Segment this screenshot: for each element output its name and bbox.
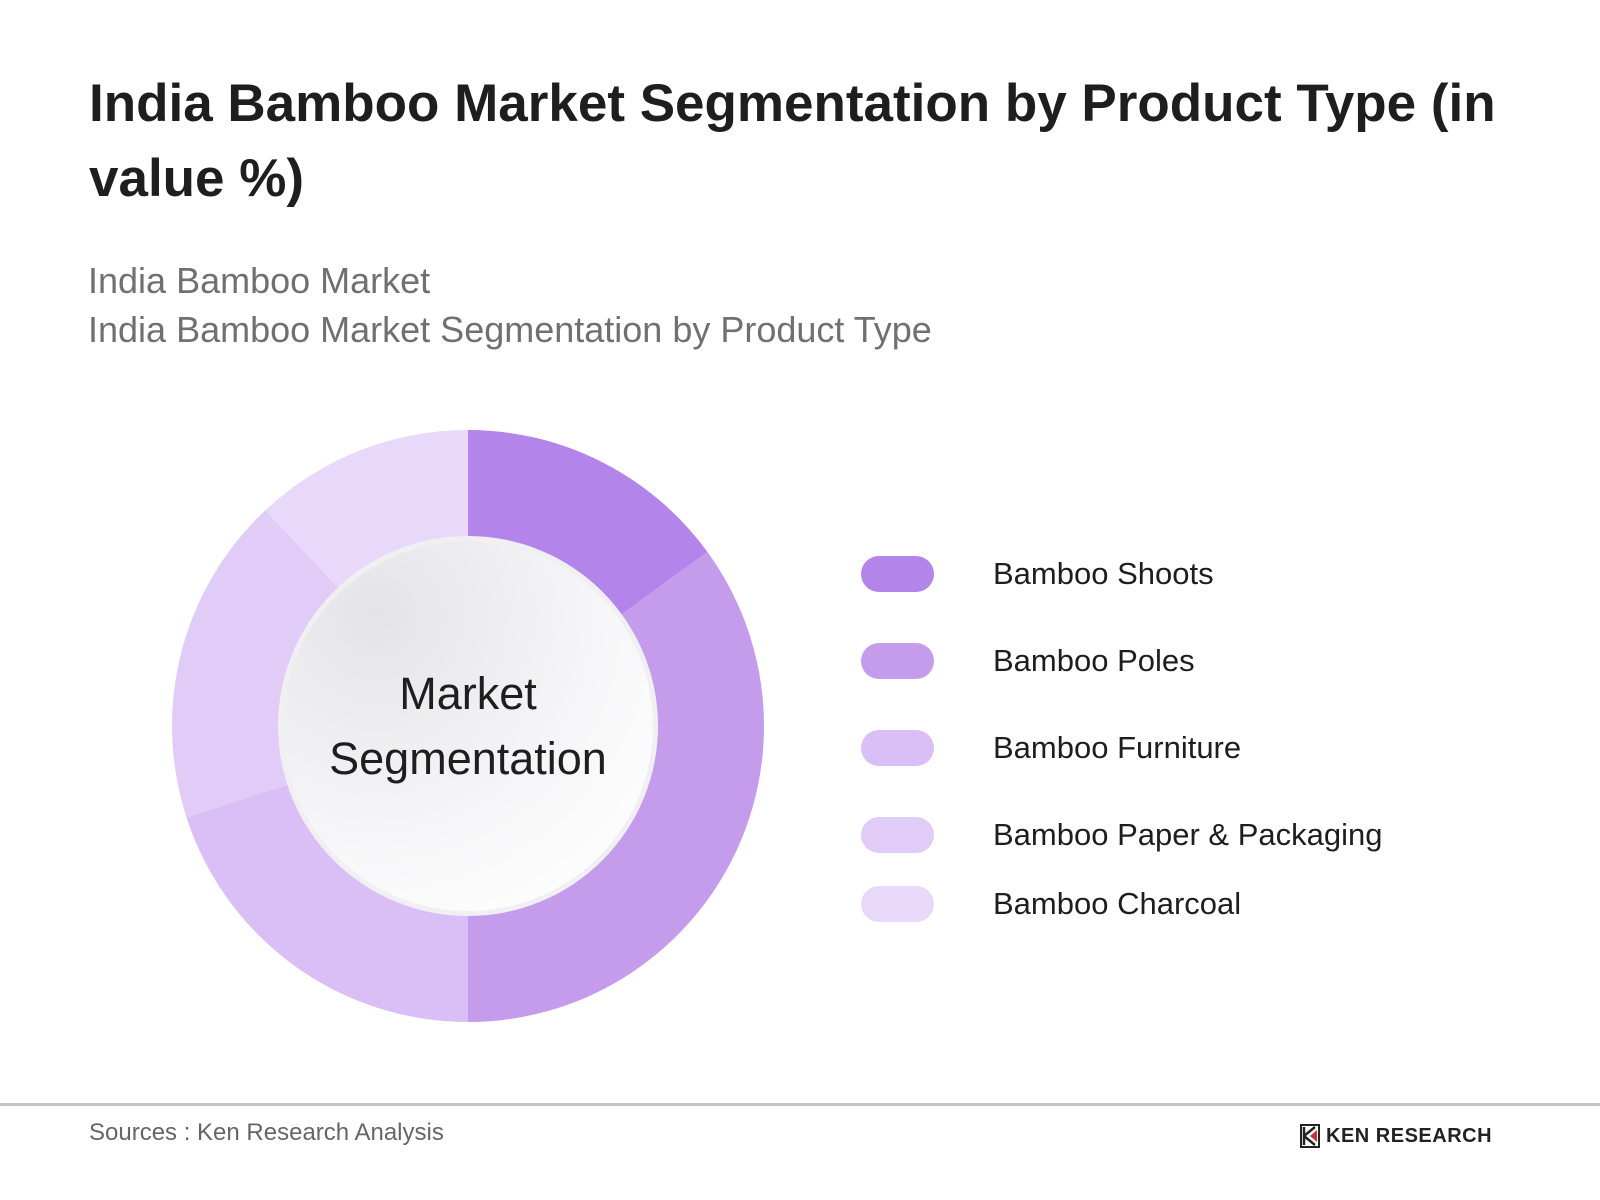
subtitle: India Bamboo Market India Bamboo Market … — [88, 256, 932, 354]
legend-item-bamboo-poles: Bamboo Poles — [861, 643, 1195, 679]
subtitle-line-1: India Bamboo Market — [88, 260, 431, 301]
legend-label: Bamboo Paper & Packaging — [993, 817, 1383, 852]
logo-text: KEN RESEARCH — [1326, 1124, 1493, 1147]
legend-label: Bamboo Furniture — [993, 730, 1242, 765]
center-disc — [283, 541, 653, 911]
legend-label: Bamboo Poles — [993, 643, 1195, 678]
center-label-line-2: Segmentation — [329, 733, 607, 784]
legend-label: Bamboo Shoots — [993, 556, 1214, 591]
legend-item-bamboo-paper-packaging: Bamboo Paper & Packaging — [861, 817, 1382, 853]
legend-swatch — [861, 556, 934, 592]
legend-item-bamboo-shoots: Bamboo Shoots — [861, 556, 1214, 592]
ken-research-logo: KEN RESEARCH — [1300, 1124, 1492, 1148]
legend-swatch — [861, 643, 934, 679]
chart-title: India Bamboo Market Segmentation by Prod… — [89, 74, 1496, 208]
footer-divider — [0, 1103, 1600, 1106]
ken-research-logo-icon — [1300, 1124, 1320, 1148]
legend-item-bamboo-charcoal: Bamboo Charcoal — [861, 886, 1241, 922]
legend-swatch — [861, 886, 934, 922]
source-note: Sources : Ken Research Analysis — [89, 1119, 444, 1146]
center-label-line-1: Market — [399, 668, 537, 719]
subtitle-line-2: India Bamboo Market Segmentation by Prod… — [88, 309, 932, 350]
legend-item-bamboo-furniture: Bamboo Furniture — [861, 730, 1241, 766]
donut-chart: Market Segmentation — [172, 430, 764, 1022]
legend-swatch — [861, 730, 934, 766]
legend-swatch — [861, 817, 934, 853]
legend-label: Bamboo Charcoal — [993, 886, 1242, 921]
